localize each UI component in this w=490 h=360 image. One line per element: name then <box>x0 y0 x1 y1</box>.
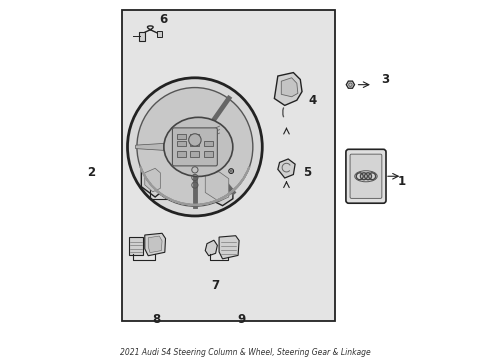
Polygon shape <box>219 236 239 259</box>
Polygon shape <box>281 78 298 97</box>
FancyBboxPatch shape <box>346 149 386 203</box>
FancyBboxPatch shape <box>176 151 186 157</box>
Polygon shape <box>205 172 229 202</box>
Text: 6: 6 <box>160 13 168 26</box>
Bar <box>122 10 335 321</box>
Polygon shape <box>346 81 355 88</box>
FancyBboxPatch shape <box>191 141 199 146</box>
Text: 5: 5 <box>303 166 311 179</box>
Polygon shape <box>205 240 218 256</box>
FancyBboxPatch shape <box>176 141 186 146</box>
FancyBboxPatch shape <box>350 154 382 198</box>
Text: 7: 7 <box>212 279 220 292</box>
Polygon shape <box>145 168 160 192</box>
Text: 9: 9 <box>238 313 245 326</box>
Circle shape <box>349 83 352 86</box>
Circle shape <box>230 170 232 172</box>
Polygon shape <box>136 143 164 150</box>
Text: 4: 4 <box>308 94 317 107</box>
FancyBboxPatch shape <box>204 151 213 157</box>
Ellipse shape <box>137 87 253 206</box>
Text: 2021 Audi S4 Steering Column & Wheel, Steering Gear & Linkage: 2021 Audi S4 Steering Column & Wheel, St… <box>120 348 370 357</box>
Polygon shape <box>278 159 295 178</box>
Wedge shape <box>141 167 249 205</box>
Text: 1: 1 <box>398 175 406 188</box>
Text: 8: 8 <box>153 313 161 326</box>
FancyBboxPatch shape <box>157 31 162 37</box>
Ellipse shape <box>164 117 233 176</box>
FancyBboxPatch shape <box>139 32 146 41</box>
FancyArrowPatch shape <box>283 108 284 117</box>
Circle shape <box>189 134 201 146</box>
Circle shape <box>229 168 234 174</box>
FancyBboxPatch shape <box>172 128 218 166</box>
FancyBboxPatch shape <box>191 151 199 157</box>
FancyBboxPatch shape <box>176 134 186 139</box>
FancyBboxPatch shape <box>128 237 143 255</box>
Text: 2: 2 <box>87 166 95 179</box>
FancyBboxPatch shape <box>191 134 199 139</box>
Text: 3: 3 <box>381 73 389 86</box>
Polygon shape <box>141 164 164 197</box>
Polygon shape <box>145 233 166 256</box>
Polygon shape <box>202 168 233 206</box>
Polygon shape <box>148 236 162 253</box>
FancyBboxPatch shape <box>204 141 213 146</box>
Polygon shape <box>274 73 302 105</box>
Ellipse shape <box>127 78 262 216</box>
